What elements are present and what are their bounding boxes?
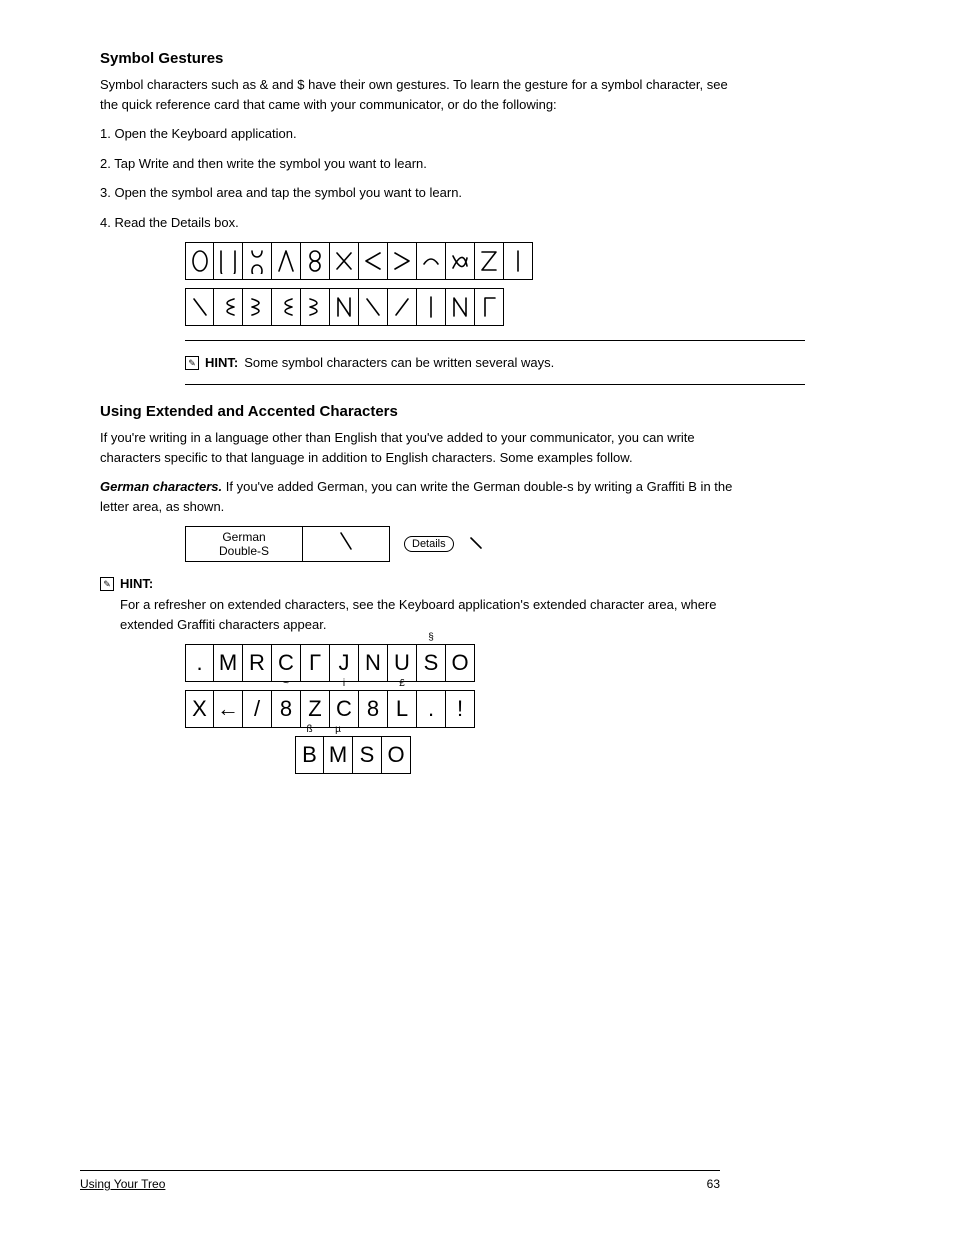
glyph-cell [301, 242, 330, 280]
glyph-cell [446, 288, 475, 326]
glyph-cell [359, 242, 388, 280]
glyph-cell: C [272, 644, 301, 682]
glyph-cell: / [243, 690, 272, 728]
glyph-cell: N [359, 644, 388, 682]
glyph-cell [330, 242, 359, 280]
german-mini-table: German Double-S [185, 526, 390, 562]
glyph-cell [243, 288, 272, 326]
divider [185, 340, 805, 341]
glyph-cell [272, 288, 301, 326]
glyph-cell [388, 288, 417, 326]
glyph-cell: §S [417, 644, 446, 682]
glyph-cell: J [330, 644, 359, 682]
mini-col1: German Double-S [186, 527, 303, 562]
glyph-cell [330, 288, 359, 326]
step-4: 4. Read the Details box. [100, 213, 740, 233]
glyph-cell: ßB [295, 736, 324, 774]
glyph-cell [272, 242, 301, 280]
glyph-cell: Z [301, 690, 330, 728]
glyph-cell [301, 288, 330, 326]
hint2-text: For a refresher on extended characters, … [120, 595, 760, 634]
section-title-symbol: Symbol Gestures [100, 50, 874, 67]
glyph-cell [417, 242, 446, 280]
glyph-cell: £L [388, 690, 417, 728]
glyph-cell: ! [446, 690, 475, 728]
step-3: 3. Open the symbol area and tap the symb… [100, 183, 740, 203]
page-footer: Using Your Treo 63 [80, 1170, 720, 1191]
hint2-head: ✎ HINT: [100, 576, 874, 591]
glyph-cell [214, 242, 243, 280]
glyph-cell: µM [324, 736, 353, 774]
glyph-cell: . [417, 690, 446, 728]
glyph-row-ext-2: X←/~8ZiC8£L.! [185, 690, 874, 728]
glyph-cell [417, 288, 446, 326]
details-button[interactable]: Details [404, 536, 454, 552]
glyph-cell: O [446, 644, 475, 682]
glyph-cell [504, 242, 533, 280]
step-2: 2. Tap Write and then write the symbol y… [100, 154, 740, 174]
hint-text: Some symbol characters can be written se… [244, 355, 554, 370]
mini-col2 [303, 527, 390, 562]
glyph-cell: O [382, 736, 411, 774]
glyph-cell: . [185, 644, 214, 682]
glyph-cell [214, 288, 243, 326]
glyph-cell: R [243, 644, 272, 682]
glyph-cell: X [185, 690, 214, 728]
glyph-cell [388, 242, 417, 280]
german-para: German characters. If you've added Germa… [100, 477, 740, 516]
glyph-row-2 [185, 288, 874, 326]
extended-intro: If you're writing in a language other th… [100, 428, 740, 467]
glyph-cell: ← [214, 690, 243, 728]
glyph-cell: ~8 [272, 690, 301, 728]
glyph-cell: U [388, 644, 417, 682]
german-row: German Double-S Details [185, 526, 874, 562]
glyph-row-ext-3: ßBµMSO [295, 736, 874, 774]
details-glyph [468, 535, 486, 553]
section-title-extended: Using Extended and Accented Characters [100, 403, 874, 420]
glyph-row-ext-1: .MRCΓJNU§SO [185, 644, 874, 682]
glyph-cell [359, 288, 388, 326]
footer-right: 63 [707, 1177, 720, 1191]
glyph-cell [446, 242, 475, 280]
glyph-cell [243, 242, 272, 280]
hint2-label: HINT: [120, 576, 153, 591]
glyph-cell [475, 288, 504, 326]
glyph-cell [475, 242, 504, 280]
glyph-row-1 [185, 242, 874, 280]
step-1: 1. Open the Keyboard application. [100, 124, 740, 144]
glyph-cell: Γ [301, 644, 330, 682]
hint-icon: ✎ [100, 577, 114, 591]
divider [185, 384, 805, 385]
symbol-intro: Symbol characters such as & and $ have t… [100, 75, 740, 114]
glyph-cell: 8 [359, 690, 388, 728]
glyph-cell [185, 288, 214, 326]
glyph-cell: M [214, 644, 243, 682]
glyph-cell: iC [330, 690, 359, 728]
glyph-cell [185, 242, 214, 280]
glyph-cell: S [353, 736, 382, 774]
hint-icon: ✎ [185, 356, 199, 370]
details-label: Details [412, 538, 446, 550]
footer-left: Using Your Treo [80, 1177, 165, 1191]
hint-label: HINT: [205, 355, 238, 370]
